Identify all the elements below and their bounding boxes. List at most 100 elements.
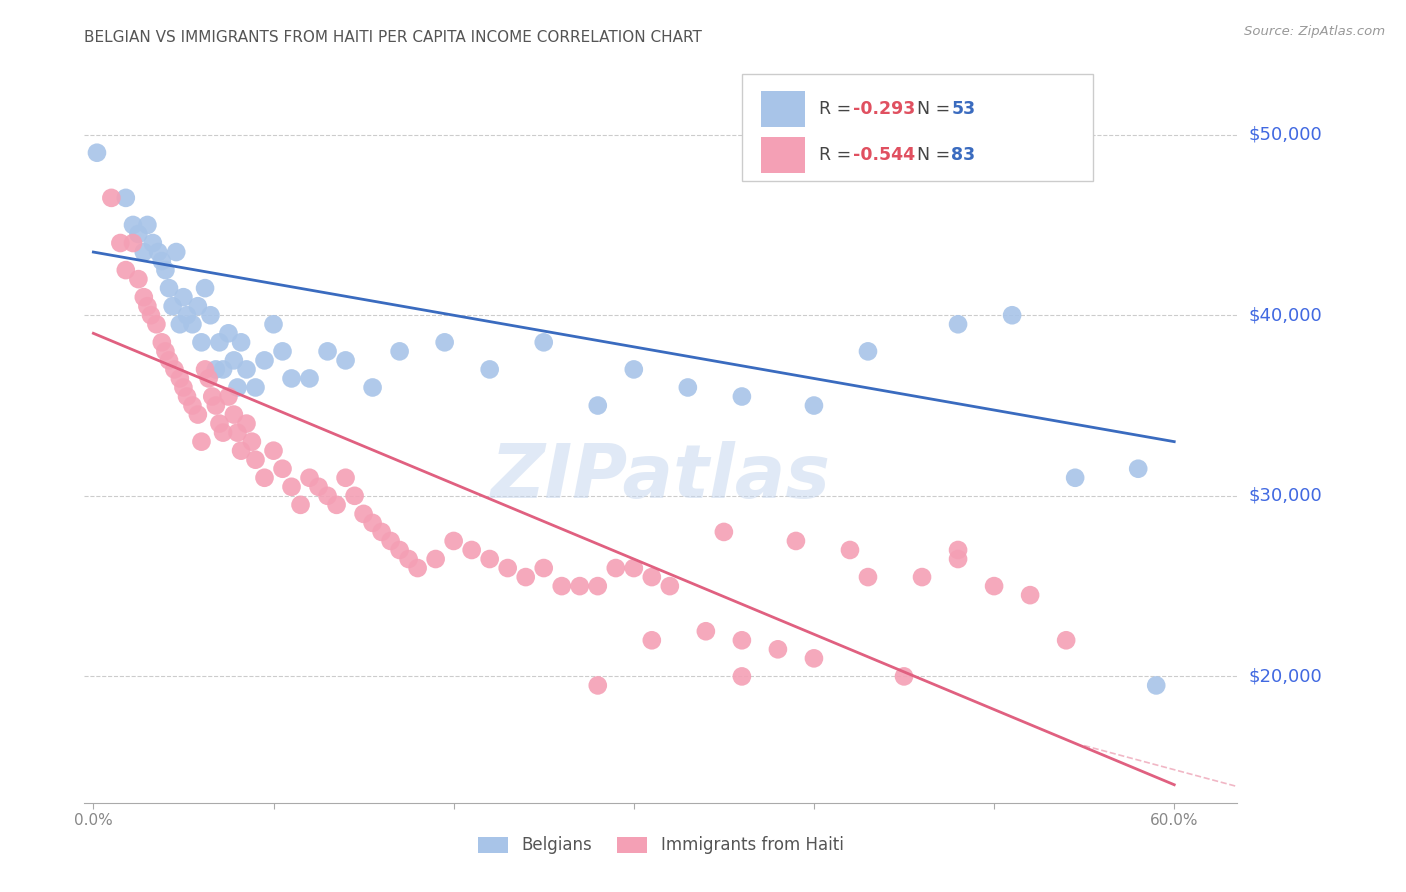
Point [586, 579, 609, 593]
Point [335, 353, 357, 368]
Point [235, 417, 257, 431]
Point [163, 362, 186, 376]
Point [127, 272, 149, 286]
Point [226, 380, 249, 394]
Point [380, 533, 402, 548]
Point [218, 326, 240, 341]
Point [1064, 471, 1087, 485]
Point [245, 452, 267, 467]
Point [136, 299, 159, 313]
Point [1019, 588, 1042, 602]
Point [856, 344, 879, 359]
Point [187, 408, 209, 422]
Point [201, 390, 224, 404]
Text: Source: ZipAtlas.com: Source: ZipAtlas.com [1244, 25, 1385, 38]
Point [253, 353, 276, 368]
Point [1054, 633, 1077, 648]
Point [803, 651, 825, 665]
Point [157, 281, 180, 295]
Point [298, 371, 321, 385]
Point [658, 579, 681, 593]
Point [100, 191, 122, 205]
Point [122, 218, 145, 232]
Point [212, 425, 235, 440]
Point [496, 561, 519, 575]
Text: ZIPatlas: ZIPatlas [491, 441, 831, 514]
Point [568, 579, 591, 593]
Point [181, 318, 204, 332]
Point [142, 235, 165, 250]
Point [271, 344, 294, 359]
Point [212, 362, 235, 376]
Point [205, 399, 228, 413]
Point [155, 344, 177, 359]
Point [298, 471, 321, 485]
Point [263, 443, 285, 458]
Point [460, 543, 482, 558]
Point [235, 362, 257, 376]
Point [766, 642, 789, 657]
Point [165, 245, 187, 260]
Point [893, 669, 915, 683]
Point [148, 245, 170, 260]
Point [551, 579, 574, 593]
Point [983, 579, 1005, 593]
Point [533, 335, 555, 350]
Point [308, 480, 330, 494]
Point [641, 570, 664, 584]
Point [361, 380, 384, 394]
Text: R =: R = [818, 100, 856, 119]
Text: N =: N = [917, 100, 956, 119]
Point [229, 443, 252, 458]
Point [785, 533, 807, 548]
Point [946, 552, 969, 566]
Point [245, 380, 267, 394]
Point [946, 318, 969, 332]
Point [145, 318, 167, 332]
Point [478, 362, 501, 376]
Point [586, 678, 609, 692]
Point [197, 371, 219, 385]
Point [713, 524, 735, 539]
Point [194, 362, 217, 376]
Point [229, 335, 252, 350]
Point [605, 561, 627, 575]
Point [226, 425, 249, 440]
Point [856, 570, 879, 584]
Point [280, 371, 302, 385]
Point [398, 552, 420, 566]
Point [169, 371, 191, 385]
Point [122, 235, 145, 250]
Point [406, 561, 429, 575]
Point [343, 489, 366, 503]
Point [205, 362, 228, 376]
Point [222, 353, 245, 368]
Point [388, 543, 411, 558]
Point [1144, 678, 1167, 692]
Point [361, 516, 384, 530]
Point [86, 145, 108, 160]
Point [208, 335, 231, 350]
Point [176, 390, 198, 404]
Point [641, 633, 664, 648]
Point [240, 434, 263, 449]
Point [290, 498, 312, 512]
Point [695, 624, 717, 639]
Point [218, 390, 240, 404]
Point [335, 471, 357, 485]
Point [162, 299, 184, 313]
Text: 53: 53 [952, 100, 976, 119]
Point [676, 380, 699, 394]
Point [132, 245, 155, 260]
Point [353, 507, 375, 521]
Point [200, 308, 222, 322]
Point [132, 290, 155, 304]
Point [208, 417, 231, 431]
Point [181, 399, 204, 413]
Point [127, 227, 149, 241]
Text: $30,000: $30,000 [1249, 487, 1322, 505]
Point [194, 281, 217, 295]
Text: BELGIAN VS IMMIGRANTS FROM HAITI PER CAPITA INCOME CORRELATION CHART: BELGIAN VS IMMIGRANTS FROM HAITI PER CAP… [84, 29, 702, 45]
Point [271, 461, 294, 475]
Point [316, 344, 339, 359]
